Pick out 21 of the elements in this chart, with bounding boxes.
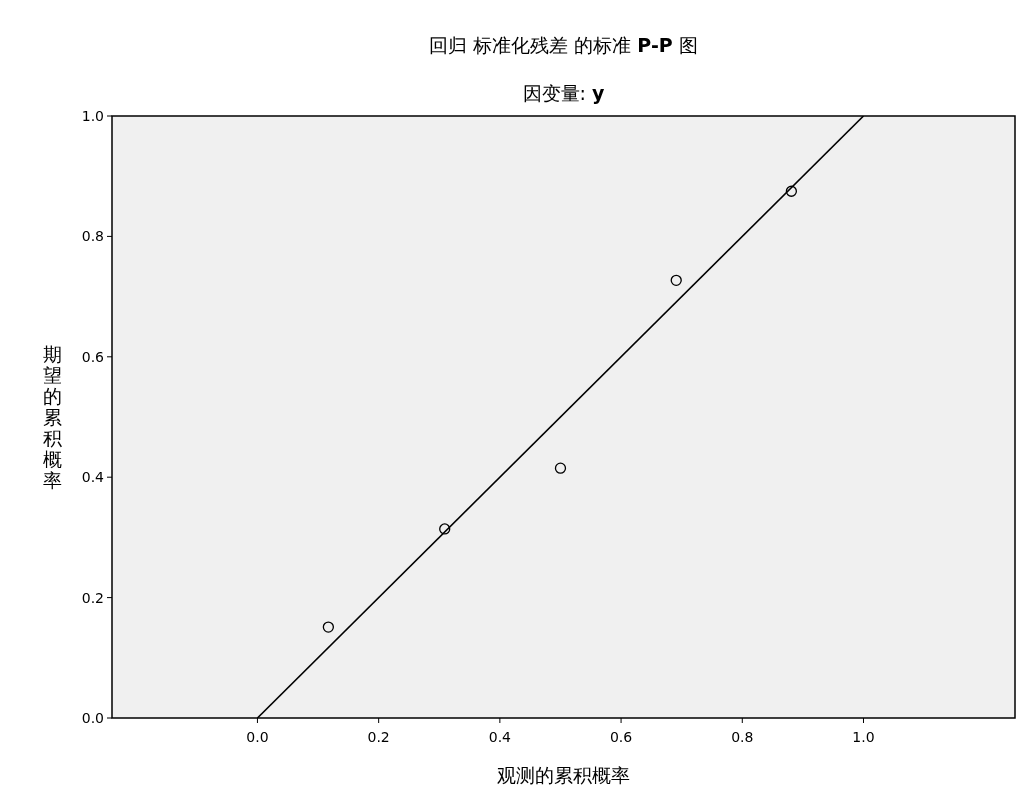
y-tick-label: 0.4 (81, 469, 105, 486)
x-tick-label: 0.2 (367, 729, 390, 745)
x-tick-label: 0.0 (246, 729, 269, 745)
point (785, 185, 798, 197)
y-tick-label: 1.0 (81, 108, 104, 124)
y-axis-title: 期望的累积概率 (42, 343, 62, 491)
chart-subtitle: 因变量: y (522, 82, 606, 104)
y-tick-label: 0.2 (81, 589, 104, 606)
y-tick-label: 0.0 (81, 710, 104, 726)
point (322, 621, 335, 633)
x-tick-label: 1.0 (852, 729, 875, 745)
chart-title: 回归 标准化残差 的标准 P-P 图 (429, 34, 698, 56)
x-tick-label: 0.8 (731, 729, 754, 745)
x-tick-label: 0.4 (488, 729, 512, 745)
point (670, 274, 682, 286)
y-tick-label: 0.8 (81, 228, 104, 245)
x-tick-label: 0.6 (609, 729, 633, 745)
point (554, 462, 567, 474)
point (439, 523, 451, 535)
x-axis-title: 观测的累积概率 (497, 764, 630, 786)
y-tick-label: 0.6 (81, 348, 105, 365)
